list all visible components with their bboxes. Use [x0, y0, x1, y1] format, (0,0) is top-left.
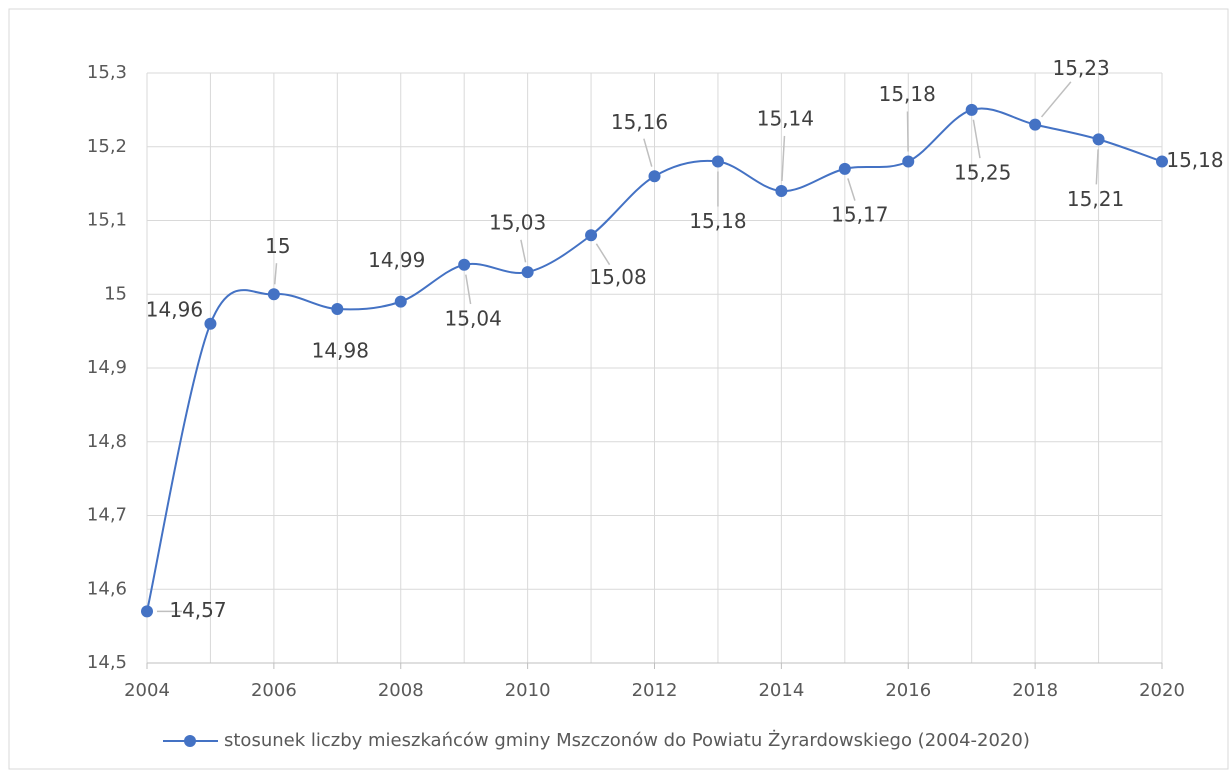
y-tick-label: 14,6 — [87, 578, 127, 599]
marker — [1029, 118, 1042, 131]
marker — [394, 295, 407, 308]
x-tick-label: 2010 — [505, 680, 551, 701]
y-tick-label: 15 — [104, 283, 127, 304]
marker — [775, 185, 788, 197]
y-tick-label: 15,1 — [87, 210, 127, 231]
y-tick-label: 14,7 — [87, 505, 127, 526]
data-label: 15,14 — [757, 107, 814, 131]
leader-line — [465, 274, 472, 305]
marker — [838, 162, 851, 175]
leader-line — [1040, 81, 1072, 118]
data-label: 15,16 — [611, 110, 668, 134]
x-tick-label: 2012 — [632, 680, 678, 701]
x-tick-label: 2006 — [251, 680, 297, 701]
marker — [331, 303, 344, 315]
leader-line — [595, 243, 611, 266]
data-label: 15 — [265, 234, 290, 258]
marker — [267, 288, 280, 301]
data-label: 14,96 — [146, 297, 203, 321]
marker — [902, 155, 915, 168]
marker — [521, 266, 534, 279]
x-tick-label: 2018 — [1012, 680, 1058, 701]
x-tick-label: 2004 — [124, 680, 170, 701]
marker — [965, 103, 978, 116]
data-label: 14,98 — [312, 339, 369, 363]
leader-line — [847, 178, 856, 201]
data-label: 15,18 — [689, 209, 746, 233]
data-label: 15,17 — [831, 202, 888, 226]
y-tick-label: 15,3 — [87, 62, 127, 83]
leader-line — [781, 135, 786, 182]
marker — [458, 258, 471, 271]
x-tick-label: 2020 — [1139, 680, 1185, 701]
x-tick-label: 2008 — [378, 680, 424, 701]
marker — [141, 605, 153, 618]
data-label: 15,18 — [1166, 148, 1223, 172]
data-label: 15,23 — [1052, 56, 1109, 80]
data-label: 14,99 — [368, 248, 425, 272]
marker — [711, 155, 724, 168]
x-tick-label: 2016 — [885, 680, 931, 701]
chart-border — [8, 8, 1229, 770]
data-label: 15,25 — [954, 160, 1011, 184]
leader-line — [1095, 149, 1099, 185]
data-label: 15,18 — [879, 82, 936, 106]
y-tick-label: 14,8 — [87, 431, 127, 452]
legend-marker — [184, 735, 196, 747]
marker — [204, 317, 217, 330]
marker — [648, 170, 661, 183]
leader-line — [906, 111, 909, 152]
leader-line — [273, 263, 278, 285]
y-tick-label: 15,2 — [87, 136, 127, 157]
data-label: 15,21 — [1067, 187, 1124, 211]
leader-line — [643, 138, 653, 167]
leader-line — [520, 239, 527, 263]
data-label: 15,03 — [489, 211, 546, 235]
marker — [585, 229, 598, 242]
data-label: 14,57 — [169, 598, 226, 622]
leader-line — [972, 119, 981, 159]
y-tick-label: 14,5 — [87, 652, 127, 673]
marker — [1156, 155, 1168, 168]
marker — [1092, 133, 1105, 146]
y-tick-label: 14,9 — [87, 357, 127, 378]
data-label: 15,08 — [589, 265, 646, 289]
legend-label: stosunek liczby mieszkańców gminy Mszczo… — [224, 730, 1030, 751]
x-tick-label: 2014 — [758, 680, 804, 701]
data-label: 15,04 — [445, 306, 502, 330]
